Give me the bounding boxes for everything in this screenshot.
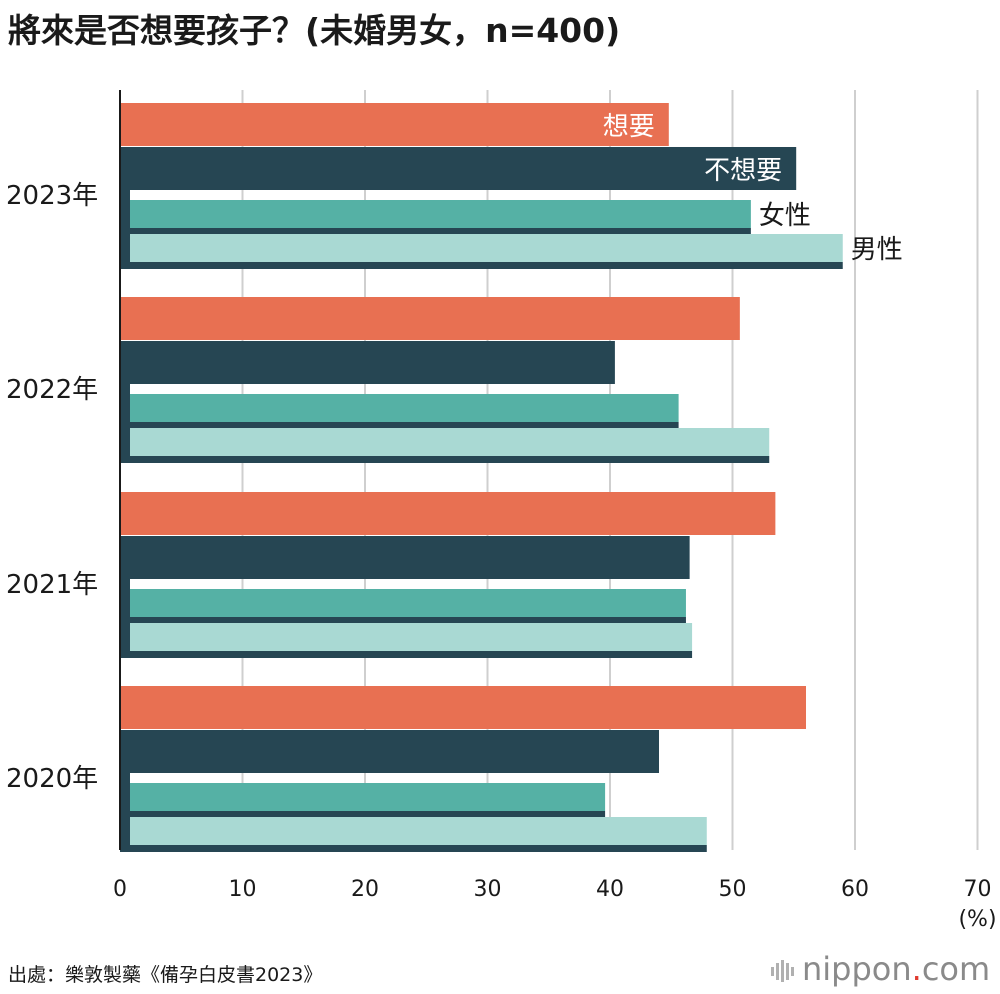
bar-female-base — [120, 228, 751, 235]
y-category-label: 2021年 — [6, 570, 98, 600]
bar-male-base — [120, 845, 707, 852]
series-label-want: 想要 — [603, 112, 655, 142]
brand-suffix: com — [921, 950, 991, 988]
bar-female — [130, 394, 679, 422]
source-note: 出處：樂敦製藥《備孕白皮書2023》 — [8, 964, 323, 986]
bar-female — [130, 589, 686, 617]
y-category-label: 2020年 — [6, 764, 98, 794]
x-unit-label: (%) — [958, 907, 996, 932]
brand-name: nippon — [802, 950, 912, 988]
bar-female-base — [120, 422, 679, 429]
x-axis: 0 10 20 30 40 50 60 70 (%) — [113, 90, 997, 932]
x-tick-label: 0 — [113, 877, 127, 902]
brand-logo: nippon.com — [770, 950, 990, 988]
bar-male-base — [120, 456, 770, 463]
page-title: 將來是否想要孩子？(未婚男女，n=400) — [8, 11, 621, 50]
brand-bars-icon — [771, 960, 794, 982]
y-category-label: 2023年 — [6, 181, 98, 211]
x-tick-label: 70 — [964, 877, 992, 902]
series-label-not-want: 不想要 — [704, 156, 782, 186]
bar-male — [130, 428, 770, 456]
bar-female — [130, 783, 606, 811]
bar-female-base — [120, 617, 686, 624]
x-tick-label: 60 — [841, 877, 869, 902]
bar-want — [120, 686, 806, 729]
bar-male — [130, 623, 693, 651]
y-category-label: 2022年 — [6, 375, 98, 405]
bar-want — [120, 103, 669, 146]
series-label-female: 女性 — [759, 201, 811, 231]
bar-male — [130, 817, 707, 845]
x-tick-label: 50 — [719, 877, 747, 902]
x-tick-label: 40 — [596, 877, 624, 902]
bar-male — [130, 234, 843, 262]
bar-male-base — [120, 651, 693, 658]
y-axis-labels: 2023年 2022年 2021年 2020年 — [6, 181, 98, 794]
series-label-male: 男性 — [851, 235, 903, 265]
bar-female-base — [120, 811, 606, 818]
x-tick-label: 20 — [351, 877, 379, 902]
x-tick-label: 10 — [229, 877, 257, 902]
bar-not-want — [120, 147, 797, 190]
bar-female — [130, 200, 751, 228]
bars — [120, 103, 843, 852]
brand-dot: . — [911, 950, 922, 988]
bar-not-want — [120, 341, 615, 384]
bar-want — [120, 297, 740, 340]
bar-male-base — [120, 262, 843, 269]
bar-not-want — [120, 730, 659, 773]
bar-not-want — [120, 536, 690, 579]
bar-want — [120, 492, 776, 535]
x-tick-label: 30 — [474, 877, 502, 902]
